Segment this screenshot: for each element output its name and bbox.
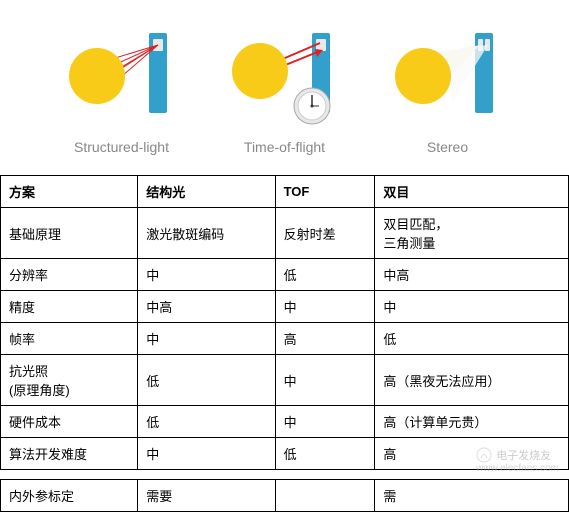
header-tof: TOF: [275, 176, 375, 208]
cell: 中: [275, 291, 375, 323]
watermark-brand: 电子发烧友: [476, 447, 559, 463]
cell: 中: [138, 259, 275, 291]
cell: 需要: [138, 480, 275, 512]
diagram-row: Structured-light Time-of-flight: [0, 0, 569, 175]
cell: 低: [275, 259, 375, 291]
structured-light-label: Structured-light: [74, 139, 169, 155]
cell: 中: [275, 355, 375, 406]
watermark: 电子发烧友 www.elecfans.com: [476, 447, 559, 474]
stereo-icon: [383, 21, 513, 131]
structured-light-icon: [57, 21, 187, 131]
watermark-brand-text: 电子发烧友: [496, 447, 551, 463]
cell: 高（黑夜无法应用）: [375, 355, 569, 406]
header-scheme: 方案: [1, 176, 138, 208]
diagram-structured-light: Structured-light: [57, 21, 187, 155]
table-row: 硬件成本 低 中 高（计算单元贵）: [1, 406, 569, 438]
table-row: 内外参标定 需要 需: [1, 480, 569, 512]
cell: 中: [138, 438, 275, 470]
row-label: 帧率: [1, 323, 138, 355]
cell: [275, 480, 375, 512]
cell: 激光散斑编码: [138, 208, 275, 259]
cell: 双目匹配， 三角测量: [375, 208, 569, 259]
row-label: 抗光照 (原理角度): [1, 355, 138, 406]
watermark-logo-icon: [476, 447, 492, 463]
cell: 低: [138, 406, 275, 438]
table-header-row: 方案 结构光 TOF 双目: [1, 176, 569, 208]
cell: 中高: [138, 291, 275, 323]
row-label: 内外参标定: [1, 480, 138, 512]
table-row: 基础原理 激光散斑编码 反射时差 双目匹配， 三角测量: [1, 208, 569, 259]
cell: 中: [275, 406, 375, 438]
cell: 中: [138, 323, 275, 355]
stereo-label: Stereo: [427, 139, 468, 155]
cell: 高: [275, 323, 375, 355]
cell: 中: [375, 291, 569, 323]
diagram-stereo: Stereo: [383, 21, 513, 155]
watermark-url: www.elecfans.com: [476, 463, 559, 474]
header-binocular: 双目: [375, 176, 569, 208]
cell: 高（计算单元贵）: [375, 406, 569, 438]
cell: 低: [138, 355, 275, 406]
table-row: 帧率 中 高 低: [1, 323, 569, 355]
row-label: 硬件成本: [1, 406, 138, 438]
cell: 低: [275, 438, 375, 470]
time-of-flight-label: Time-of-flight: [244, 139, 325, 155]
header-structured: 结构光: [138, 176, 275, 208]
row-label: 基础原理: [1, 208, 138, 259]
diagram-time-of-flight: Time-of-flight: [220, 21, 350, 155]
cell: 需: [375, 480, 569, 512]
cell: 反射时差: [275, 208, 375, 259]
cell: 低: [375, 323, 569, 355]
row-label: 算法开发难度: [1, 438, 138, 470]
time-of-flight-icon: [220, 21, 350, 131]
table-row: 分辨率 中 低 中高: [1, 259, 569, 291]
cell: 中高: [375, 259, 569, 291]
row-label: 精度: [1, 291, 138, 323]
row-label: 分辨率: [1, 259, 138, 291]
table-row: 精度 中高 中 中: [1, 291, 569, 323]
table-row: 抗光照 (原理角度) 低 中 高（黑夜无法应用）: [1, 355, 569, 406]
